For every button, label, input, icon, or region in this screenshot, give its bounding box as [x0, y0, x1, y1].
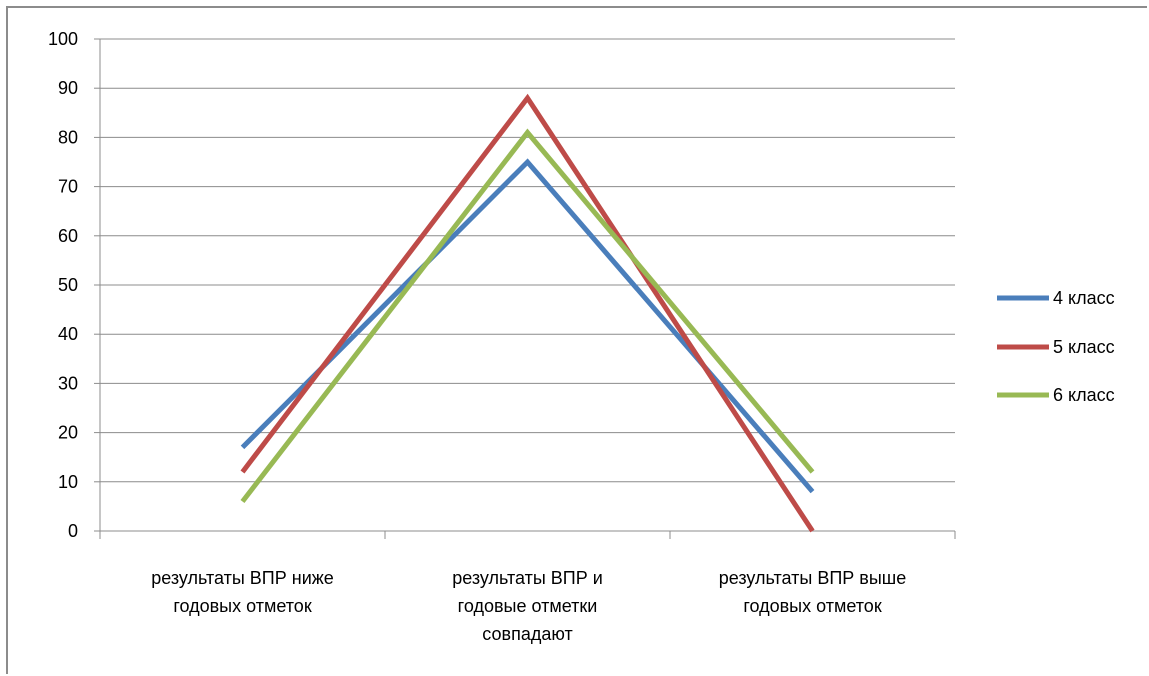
x-category-label: результаты ВПР и годовые отметки совпадают [452, 568, 603, 644]
y-tick-label: 60 [58, 226, 78, 246]
x-category-labels: результаты ВПР ниже годовых отметок резуль… [151, 568, 906, 644]
x-category-label: результаты ВПР ниже годовых отметок [151, 568, 334, 616]
x-category-label: результаты ВПР выше годовых отметок [719, 568, 907, 616]
series-lines [240, 93, 815, 533]
series-line-5-klass [240, 93, 815, 533]
y-tick-label: 70 [58, 177, 78, 197]
axes [94, 38, 956, 539]
y-tick-label: 0 [68, 521, 78, 541]
legend-label: 6 класс [1053, 385, 1115, 405]
legend-label: 4 класс [1053, 288, 1115, 308]
y-tick-label: 10 [58, 472, 78, 492]
y-tick-label: 100 [48, 29, 78, 49]
y-tick-label: 90 [58, 78, 78, 98]
chart-frame [6, 6, 1147, 674]
y-tick-label: 80 [58, 127, 78, 147]
y-tick-label: 30 [58, 373, 78, 393]
y-tick-label: 20 [58, 423, 78, 443]
series-line-4-klass [240, 158, 815, 494]
gridlines [100, 38, 955, 483]
series-line-6-klass [240, 128, 815, 504]
y-tick-label: 50 [58, 275, 78, 295]
legend: 4 класс 5 класс 6 класс [997, 288, 1115, 405]
y-tick-labels: 0 10 20 30 40 50 60 70 80 90 100 [48, 29, 78, 541]
y-tick-label: 40 [58, 324, 78, 344]
legend-label: 5 класс [1053, 337, 1115, 357]
